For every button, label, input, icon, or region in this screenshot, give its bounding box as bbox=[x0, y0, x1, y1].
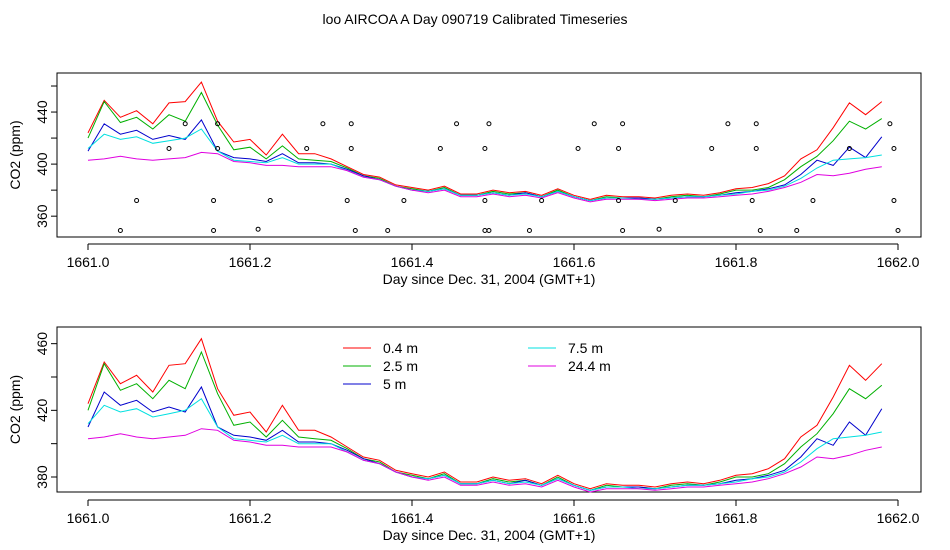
series-line-2 bbox=[87, 91, 883, 202]
data-point bbox=[255, 226, 261, 232]
series-line-4 bbox=[87, 128, 882, 202]
data-point bbox=[482, 145, 488, 151]
data-point bbox=[753, 145, 759, 151]
data-point bbox=[486, 121, 492, 127]
x-axis: 1661.0 1661.2 1661.4 1661.6 1661.8 1662.0 bbox=[67, 499, 920, 526]
data-point bbox=[182, 121, 188, 127]
y-tick-label: 420 bbox=[34, 398, 50, 422]
data-point bbox=[620, 121, 626, 127]
y-axis: 360 400 440 bbox=[34, 85, 58, 228]
data-point bbox=[794, 227, 800, 233]
data-point bbox=[656, 226, 662, 232]
legend-label: 5 m bbox=[383, 376, 406, 392]
data-point bbox=[575, 145, 581, 151]
x-tick-label: 1661.8 bbox=[715, 510, 758, 526]
data-point bbox=[304, 145, 310, 151]
x-tick-label: 1661.4 bbox=[391, 254, 434, 270]
x-tick-label: 1661.6 bbox=[553, 510, 596, 526]
y-tick-label: 400 bbox=[34, 152, 50, 176]
legend: 0.4 m 2.5 m 5 m 7.5 m 24.4 m bbox=[343, 340, 611, 392]
x-axis-label: Day since Dec. 31, 2004 (GMT+1) bbox=[383, 527, 596, 543]
series-line-1 bbox=[87, 337, 883, 490]
data-point bbox=[352, 227, 358, 233]
series-points bbox=[117, 121, 901, 233]
data-point bbox=[437, 145, 443, 151]
data-point bbox=[166, 145, 172, 151]
y-tick-label: 460 bbox=[34, 332, 50, 356]
plot-frame bbox=[56, 72, 922, 238]
legend-label: 2.5 m bbox=[383, 358, 418, 374]
legend-label: 7.5 m bbox=[568, 340, 603, 356]
data-point bbox=[267, 198, 273, 204]
data-point bbox=[753, 121, 759, 127]
data-point bbox=[344, 198, 350, 204]
data-point bbox=[320, 121, 326, 127]
x-tick-label: 1661.6 bbox=[553, 254, 596, 270]
data-point bbox=[709, 145, 715, 151]
data-point bbox=[348, 121, 354, 127]
series-line-5 bbox=[87, 428, 882, 493]
legend-label: 24.4 m bbox=[568, 358, 611, 374]
data-point bbox=[385, 227, 391, 233]
data-point bbox=[215, 121, 221, 127]
series-line-1 bbox=[87, 81, 883, 200]
data-point bbox=[616, 198, 622, 204]
x-axis: 1661.0 1661.2 1661.4 1661.6 1661.8 1662.0 bbox=[67, 243, 920, 270]
data-point bbox=[620, 227, 626, 233]
x-tick-label: 1662.0 bbox=[877, 254, 920, 270]
series-line-5 bbox=[87, 151, 882, 203]
x-tick-label: 1662.0 bbox=[877, 510, 920, 526]
data-point bbox=[891, 198, 897, 204]
data-point bbox=[401, 198, 407, 204]
data-point bbox=[211, 198, 217, 204]
data-point bbox=[526, 227, 532, 233]
y-axis-label: CO2 (ppm) bbox=[7, 120, 23, 189]
x-tick-label: 1661.2 bbox=[229, 254, 272, 270]
data-point bbox=[211, 227, 217, 233]
data-point bbox=[134, 198, 140, 204]
data-point bbox=[725, 121, 731, 127]
series-line-2 bbox=[87, 350, 883, 491]
x-tick-label: 1661.8 bbox=[715, 254, 758, 270]
x-axis-label: Day since Dec. 31, 2004 (GMT+1) bbox=[383, 271, 596, 287]
data-point bbox=[895, 227, 901, 233]
y-axis: 380 420 460 bbox=[34, 332, 58, 489]
chart-panel-1: 1661.0 1661.2 1661.4 1661.6 1661.8 1662.0 Day … bbox=[7, 72, 922, 287]
data-point bbox=[117, 227, 123, 233]
data-point bbox=[454, 121, 460, 127]
data-point bbox=[348, 145, 354, 151]
data-point bbox=[539, 198, 545, 204]
y-tick-label: 440 bbox=[34, 100, 50, 124]
data-point bbox=[887, 121, 893, 127]
data-point bbox=[846, 145, 852, 151]
data-point bbox=[891, 145, 897, 151]
data-point bbox=[591, 121, 597, 127]
data-point bbox=[672, 198, 678, 204]
data-point bbox=[482, 227, 488, 233]
data-point bbox=[486, 227, 492, 233]
x-tick-label: 1661.0 bbox=[67, 254, 110, 270]
legend-label: 0.4 m bbox=[383, 340, 418, 356]
y-axis-label: CO2 (ppm) bbox=[7, 375, 23, 444]
chart-panel-2: 1661.0 1661.2 1661.4 1661.6 1661.8 1662.0 Day … bbox=[7, 326, 922, 543]
series-line-4 bbox=[87, 397, 882, 491]
x-tick-label: 1661.2 bbox=[229, 510, 272, 526]
data-point bbox=[749, 198, 755, 204]
figure-title: loo AIRCOA A Day 090719 Calibrated Times… bbox=[322, 11, 627, 27]
x-tick-label: 1661.4 bbox=[391, 510, 434, 526]
data-point bbox=[616, 145, 622, 151]
y-tick-label: 380 bbox=[34, 465, 50, 489]
data-point bbox=[482, 198, 488, 204]
x-tick-label: 1661.0 bbox=[67, 510, 110, 526]
data-point bbox=[215, 145, 221, 151]
data-point bbox=[757, 227, 763, 233]
data-point bbox=[810, 198, 816, 204]
y-tick-label: 360 bbox=[34, 204, 50, 228]
